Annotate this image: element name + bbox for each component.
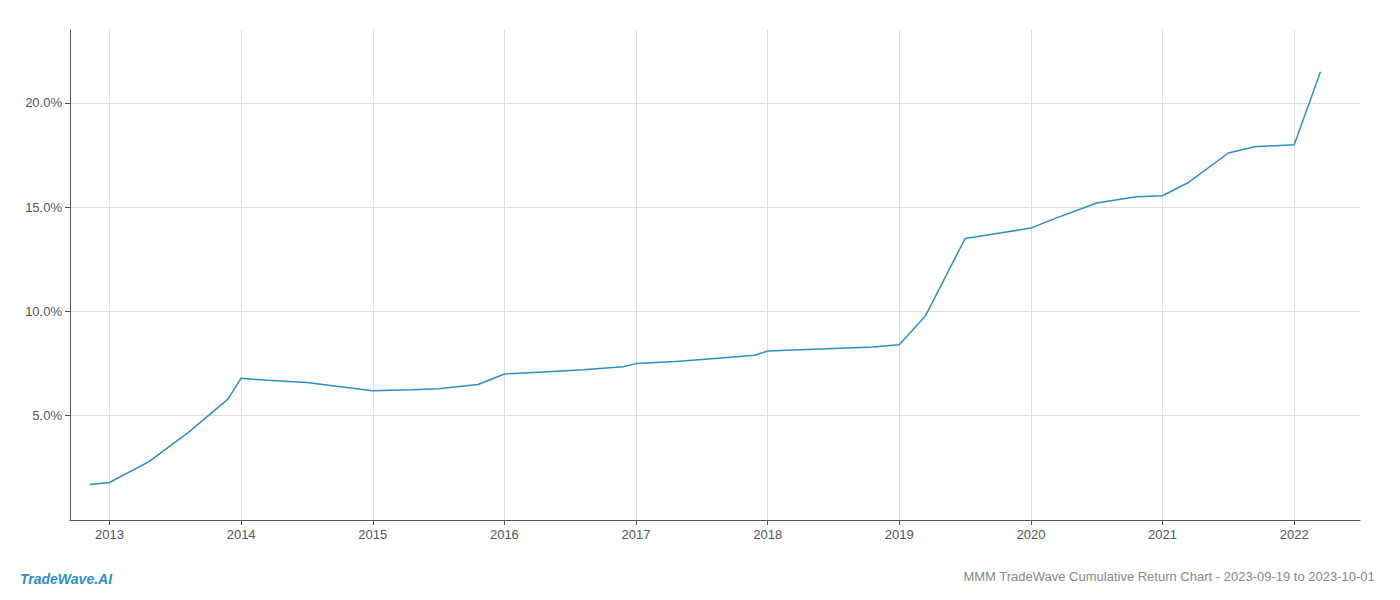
svg-text:2022: 2022 xyxy=(1280,527,1309,542)
svg-text:2018: 2018 xyxy=(753,527,782,542)
svg-text:2013: 2013 xyxy=(95,527,124,542)
svg-text:TradeWave.AI: TradeWave.AI xyxy=(20,571,113,587)
svg-text:2020: 2020 xyxy=(1016,527,1045,542)
svg-text:5.0%: 5.0% xyxy=(32,408,62,423)
svg-text:20.0%: 20.0% xyxy=(25,95,62,110)
svg-text:2014: 2014 xyxy=(227,527,256,542)
svg-text:2019: 2019 xyxy=(885,527,914,542)
svg-text:2017: 2017 xyxy=(622,527,651,542)
svg-text:2016: 2016 xyxy=(490,527,519,542)
svg-text:2021: 2021 xyxy=(1148,527,1177,542)
svg-text:MMM TradeWave Cumulative Retur: MMM TradeWave Cumulative Return Chart - … xyxy=(963,569,1374,584)
svg-text:15.0%: 15.0% xyxy=(25,200,62,215)
svg-text:2015: 2015 xyxy=(358,527,387,542)
svg-text:10.0%: 10.0% xyxy=(25,304,62,319)
